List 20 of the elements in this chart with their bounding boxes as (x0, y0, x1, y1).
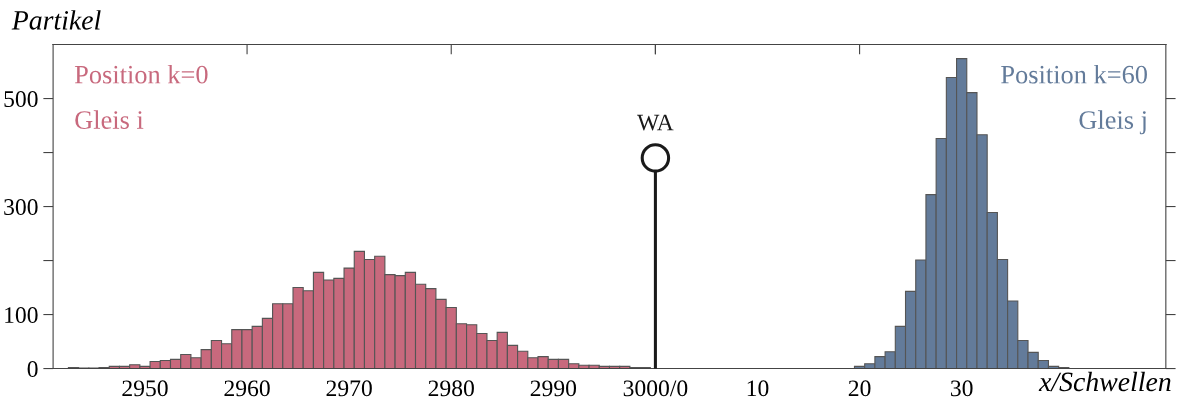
annotation: Position k=0 (74, 64, 208, 84)
ref-line-label: WA (637, 114, 674, 131)
x-tick-label: 2980 (428, 380, 474, 397)
y-tick-label: 500 (4, 91, 38, 107)
x-tick-label: 2960 (224, 380, 270, 397)
x-tick-label: 2970 (326, 380, 372, 397)
annotation: Position k=60 (1001, 64, 1147, 84)
x-tick-label: 10 (747, 380, 769, 397)
y-tick-label: 100 (5, 307, 38, 323)
annotation: Gleis j (1079, 110, 1146, 135)
x-tick-label: 3000/0 (623, 380, 688, 397)
x-tick-label: 30 (950, 380, 973, 397)
x-tick-label: 20 (848, 380, 871, 397)
x-tick-label: 2990 (530, 380, 577, 397)
y-tick-label: 0 (27, 361, 38, 377)
x-tick-label: 2950 (122, 380, 168, 397)
x-axis-title: x/Schwellen (1038, 371, 1171, 392)
annotation: Gleis i (75, 110, 144, 129)
y-tick-label: 300 (4, 199, 38, 215)
y-axis-title: Partikel (11, 10, 101, 30)
